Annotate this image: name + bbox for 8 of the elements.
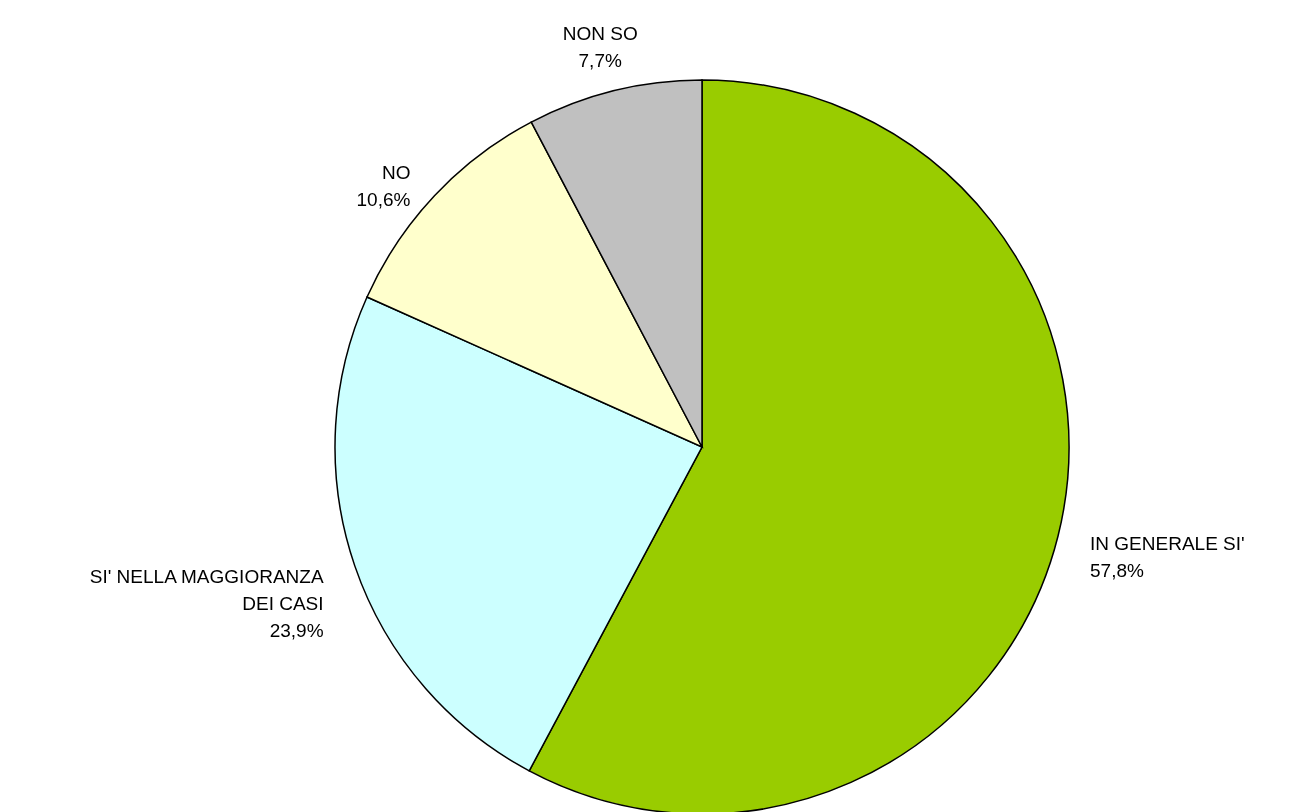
data-label: 57,8% — [1090, 560, 1145, 582]
slice-label: NO — [381, 162, 411, 184]
slice-label: SI' NELLA MAGGIORANZA DEI CASI — [89, 565, 324, 614]
slice-label: IN GENERALE SI' — [1090, 533, 1245, 555]
data-label: 23,9% — [269, 619, 324, 641]
data-label: 7,7% — [578, 50, 622, 72]
slice-label: NON SO — [562, 23, 638, 45]
data-label: 10,6% — [356, 189, 411, 211]
